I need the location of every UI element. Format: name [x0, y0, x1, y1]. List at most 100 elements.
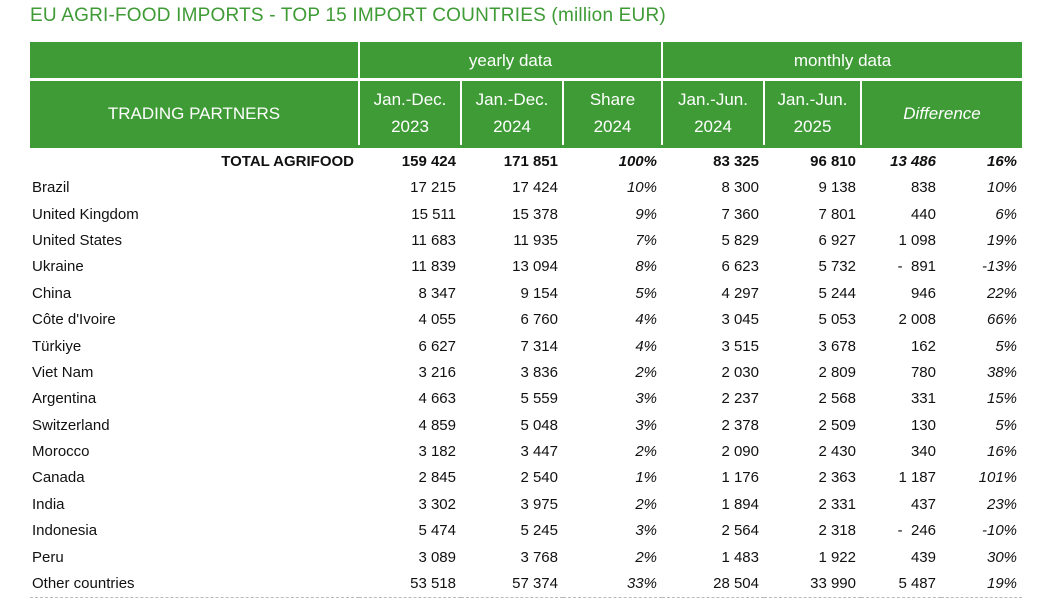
value-difference-abs: 838: [910, 179, 936, 197]
value-difference-abs: 1 187: [898, 469, 936, 487]
value-share-2024: 10%: [626, 179, 657, 197]
value-jan-jun-2025: 5 244: [818, 284, 856, 302]
header-col-line2: 2023: [391, 117, 429, 136]
country-name: Argentina: [32, 390, 97, 408]
value-jan-dec-2024: 13 094: [512, 258, 558, 276]
page-title: EU AGRI-FOOD IMPORTS - TOP 15 IMPORT COU…: [30, 5, 666, 26]
value-jan-dec-2024: 2 540: [520, 469, 558, 487]
value-jan-jun-2024: 3 515: [721, 337, 759, 355]
header-col-jan-jun-2024: Jan.-Jun. 2024: [661, 79, 764, 147]
value-jan-jun-2025: 6 927: [818, 231, 856, 249]
value-jan-jun-2025: 2 809: [818, 363, 856, 381]
value-share-2024: 2%: [635, 495, 657, 513]
value-difference-pct: 101%: [978, 469, 1018, 487]
total-diff-pct: 16%: [941, 145, 1023, 175]
header-col-line1: Jan.-Jun.: [678, 90, 748, 109]
imports-table: yearly data monthly data TRADING PARTNER…: [30, 42, 1023, 599]
country-name: Switzerland: [32, 416, 110, 434]
value-difference-abs: 340: [910, 443, 936, 461]
header-trading-partners: TRADING PARTNERS: [30, 79, 359, 147]
table-row: China 8 347 9 154 5% 4 297 5 244 946 22%: [30, 281, 1022, 307]
value-jan-dec-2023: 11 839: [411, 258, 456, 276]
table-row: Brazil 17 215 17 424 10% 8 300 9 138 838 10%: [30, 175, 1022, 201]
table-row: Other countries 53 518 57 374 33% 28 504 33 9…: [30, 570, 1023, 599]
value-jan-jun-2025: 7 801: [818, 205, 856, 223]
value-share-2024: 3%: [635, 522, 657, 540]
value-jan-dec-2024: 9 154: [520, 284, 558, 302]
value-jan-dec-2024: 6 760: [520, 311, 558, 329]
header-col-line2: 2024: [694, 117, 732, 136]
value-share-2024: 2%: [635, 443, 657, 461]
value-difference-pct: 22%: [987, 284, 1018, 302]
value-share-2024: 4%: [635, 311, 657, 329]
value-jan-dec-2024: 15 378: [512, 205, 558, 223]
header-col-line1: Jan.-Jun.: [777, 90, 848, 109]
value-jan-dec-2023: 4 055: [418, 311, 456, 329]
table-row: Peru 3 089 3 768 2% 1 483 1 922 439 30%: [30, 544, 1022, 570]
value-jan-dec-2023: 3 216: [418, 363, 456, 381]
value-jan-dec-2024: 57 374: [461, 570, 563, 599]
value-difference-pct: 5%: [995, 337, 1018, 355]
value-share-2024: 7%: [635, 231, 657, 249]
value-difference-pct: 19%: [941, 570, 1023, 599]
value-jan-jun-2025: 2 363: [818, 469, 856, 487]
value-difference-pct: 23%: [987, 495, 1018, 513]
total-y2023: 159 424: [359, 145, 461, 175]
value-difference-pct: 6%: [995, 205, 1018, 223]
total-diff-abs: 13 486: [861, 145, 941, 175]
value-difference-abs: 946: [910, 284, 936, 302]
country-name: Morocco: [32, 443, 90, 461]
value-difference-pct: 16%: [987, 443, 1018, 461]
value-jan-jun-2024: 2 564: [721, 522, 759, 540]
value-jan-jun-2024: 2 030: [721, 363, 759, 381]
value-share-2024: 3%: [635, 390, 657, 408]
value-difference-pct: 5%: [995, 416, 1018, 434]
header-col-line2: 2024: [593, 117, 632, 136]
total-y2024: 171 851: [461, 145, 563, 175]
value-share-2024: 33%: [563, 570, 662, 599]
country-name: Other countries: [30, 570, 359, 599]
header-col-line1: Jan.-Dec.: [475, 90, 549, 109]
header-col-line2: 2025: [793, 117, 832, 136]
value-jan-dec-2023: 11 683: [411, 231, 456, 249]
value-difference-abs: - 891: [897, 258, 936, 276]
country-name: Canada: [32, 469, 85, 487]
value-jan-jun-2025: 9 138: [818, 179, 856, 197]
value-jan-dec-2024: 3 447: [520, 443, 558, 461]
value-jan-dec-2024: 7 314: [520, 337, 558, 355]
value-jan-jun-2024: 2 090: [721, 443, 759, 461]
value-difference-abs: 1 098: [898, 231, 936, 249]
country-name: Indonesia: [32, 522, 98, 540]
value-difference-pct: 19%: [987, 231, 1018, 249]
header-col-jan-dec-2024: Jan.-Dec. 2024: [460, 79, 563, 147]
table-row: Ukraine 11 839 13 094 8% 6 623 5 732 - 891 -13%: [30, 254, 1022, 280]
value-difference-abs: - 246: [897, 522, 936, 540]
country-name: China: [32, 284, 72, 302]
header-blank-cell: [30, 42, 359, 81]
value-jan-jun-2024: 3 045: [721, 311, 759, 329]
table-row: Argentina 4 663 5 559 3% 2 237 2 568 331 15%: [30, 386, 1022, 412]
value-difference-pct: 38%: [987, 363, 1018, 381]
value-share-2024: 3%: [635, 416, 657, 434]
value-jan-dec-2024: 17 424: [512, 179, 558, 197]
value-jan-jun-2025: 5 732: [818, 258, 856, 276]
value-jan-dec-2024: 5 245: [520, 522, 558, 540]
value-jan-jun-2025: 3 678: [818, 337, 856, 355]
value-jan-dec-2023: 3 182: [418, 443, 456, 461]
value-jan-jun-2024: 4 297: [721, 284, 759, 302]
value-jan-dec-2024: 3 975: [520, 495, 558, 513]
value-share-2024: 8%: [635, 258, 657, 276]
value-jan-jun-2024: 6 623: [721, 258, 759, 276]
total-share: 100%: [563, 145, 662, 175]
value-difference-pct: 15%: [987, 390, 1018, 408]
value-share-2024: 2%: [635, 548, 657, 566]
value-difference-pct: -13%: [982, 258, 1018, 276]
value-jan-jun-2024: 1 176: [721, 469, 759, 487]
header-col-share-2024: Share 2024: [562, 79, 662, 147]
header-col-line1: Jan.-Dec.: [373, 90, 447, 109]
value-jan-jun-2024: 7 360: [721, 205, 759, 223]
header-group-monthly: monthly data: [660, 42, 1023, 81]
value-jan-dec-2024: 5 559: [520, 390, 558, 408]
value-share-2024: 2%: [635, 363, 657, 381]
country-name: Côte d'Ivoire: [32, 311, 116, 329]
